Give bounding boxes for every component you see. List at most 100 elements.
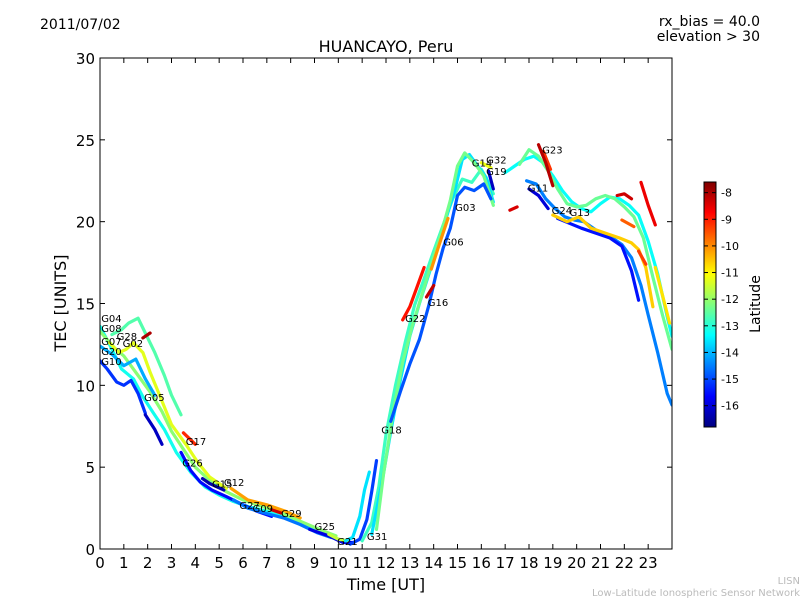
satellite-label: G29 — [281, 509, 301, 520]
colorbar-tick-label: -13 — [721, 320, 739, 333]
y-tick-label: 5 — [85, 459, 95, 477]
satellite-label: G06 — [443, 237, 463, 248]
satellite-label: G21 — [337, 537, 357, 548]
y-tick-label: 20 — [76, 214, 95, 232]
rx-bias-label: rx_bias = 40.0 — [658, 14, 760, 30]
tec-track — [479, 161, 493, 170]
satellite-label: G32 — [486, 155, 506, 166]
x-tick-label: 0 — [95, 554, 105, 572]
tec-track — [517, 148, 672, 351]
x-tick-label: 16 — [472, 554, 491, 572]
x-tick-label: 8 — [286, 554, 296, 572]
x-tick-label: 19 — [543, 554, 562, 572]
tec-track — [536, 143, 555, 188]
tec-track — [508, 205, 519, 212]
tec-track — [143, 413, 164, 446]
tec-track — [100, 359, 147, 415]
satellite-label: G16 — [428, 298, 448, 309]
x-tick-label: 5 — [214, 554, 224, 572]
tec-track — [541, 149, 553, 171]
satellite-label: G23 — [542, 146, 562, 157]
satellite-label: G10 — [101, 357, 121, 368]
tec-track — [110, 316, 183, 417]
satellite-label: G11 — [528, 183, 548, 194]
tec-track — [389, 182, 493, 423]
x-tick-label: 6 — [238, 554, 248, 572]
tec-track — [429, 216, 450, 271]
tec-track — [100, 344, 157, 397]
satellite-label: G03 — [455, 203, 475, 214]
x-tick-label: 4 — [191, 554, 201, 572]
plot-frame — [99, 57, 673, 550]
colorbar-tick-label: -11 — [721, 267, 739, 280]
tec-track — [527, 187, 550, 211]
satellite-label: G02 — [123, 339, 143, 350]
y-tick-label: 0 — [85, 541, 95, 559]
tec-track — [653, 265, 672, 325]
satellite-label: G18 — [381, 426, 401, 437]
tec-track — [503, 154, 672, 338]
x-axis: 0 1 2 3 4 5 6 7 8 9 10 11 12 13 14 15 16 17 18 19 20 21 22 23 — [95, 58, 658, 572]
colorbar-tick-label: -15 — [721, 373, 739, 386]
x-tick-label: 1 — [119, 554, 129, 572]
tec-track — [374, 151, 495, 532]
satellite-label: G25 — [315, 522, 335, 533]
satellite-label: G22 — [405, 314, 425, 325]
tec-track — [181, 431, 197, 446]
colorbar-label: Latitude — [748, 275, 764, 333]
satellite-label: G14 — [472, 159, 492, 170]
satellite-label: G24 — [552, 206, 572, 217]
colorbar-tick-label: -9 — [721, 213, 732, 226]
credit-short: LISN — [777, 576, 800, 587]
colorbar-tick-label: -12 — [721, 293, 739, 306]
tec-track — [200, 477, 226, 492]
y-tick-label: 25 — [76, 132, 95, 150]
x-tick-label: 2 — [143, 554, 153, 572]
tec-track — [424, 283, 436, 299]
tec-track — [360, 167, 495, 543]
tec-track — [141, 331, 152, 340]
x-tick-label: 13 — [400, 554, 419, 572]
tec-track — [270, 508, 283, 515]
x-axis-label: Time [UT] — [346, 575, 425, 594]
satellite-label: G05 — [144, 393, 164, 404]
satellite-label: G20 — [101, 347, 121, 358]
tec-tracks — [100, 143, 672, 546]
tec-track — [620, 218, 636, 229]
tec-track — [555, 216, 641, 302]
colorbar-gradient — [703, 181, 717, 428]
x-tick-label: 21 — [591, 554, 610, 572]
x-tick-label: 9 — [310, 554, 320, 572]
y-tick-label: 30 — [76, 50, 95, 68]
x-tick-label: 3 — [167, 554, 177, 572]
x-tick-label: 23 — [639, 554, 658, 572]
satellite-label: G09 — [253, 504, 273, 515]
tec-track — [636, 249, 648, 266]
tec-track — [229, 486, 302, 520]
x-tick-label: 15 — [448, 554, 467, 572]
x-tick-label: 17 — [496, 554, 515, 572]
x-tick-label: 20 — [567, 554, 586, 572]
colorbar: -8 -9 -10 -11 -12 -13 -14 -15 -16 Latitude — [703, 181, 764, 428]
colorbar-tick-label: -10 — [721, 240, 739, 253]
satellite-label: G26 — [182, 458, 202, 469]
x-tick-label: 12 — [376, 554, 395, 572]
chart-title: HUANCAYO, Peru — [318, 37, 454, 56]
elevation-label: elevation > 30 — [656, 29, 760, 45]
satellite-label: G27 — [239, 501, 259, 512]
satellite-label: G04 — [101, 314, 121, 325]
satellite-label: G13 — [570, 208, 590, 219]
x-tick-label: 10 — [329, 554, 348, 572]
x-tick-label: 11 — [353, 554, 372, 572]
satellite-label: G08 — [101, 324, 121, 335]
date-label: 2011/07/02 — [40, 17, 121, 33]
x-tick-label: 14 — [424, 554, 443, 572]
tec-track — [486, 169, 495, 191]
x-tick-label: 22 — [615, 554, 634, 572]
satellite-label: G17 — [186, 437, 206, 448]
tec-track — [343, 470, 371, 543]
satellite-label: G28 — [117, 332, 137, 343]
tec-track — [348, 459, 379, 546]
